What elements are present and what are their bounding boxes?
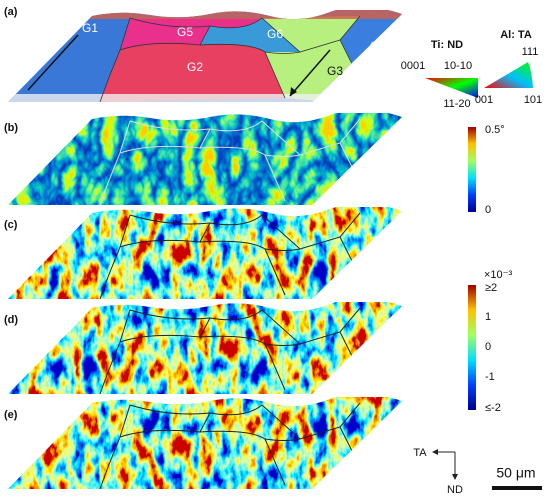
colorbar-tick: 0 [485,341,491,353]
grain-g5 [120,18,262,50]
grain-label: G6 [267,27,283,41]
grain-label: G5 [177,25,193,39]
legend-title: Ti: ND [431,39,463,51]
panel-label: (a) [4,6,18,18]
colorbar-tick: ≥2 [485,282,497,294]
arrow [27,34,79,91]
direction-label: ND [447,484,463,496]
grain-g6 [200,18,300,52]
colorbar-tick: 1 [485,311,491,323]
scale-bar [492,486,542,490]
grain-g2 [100,43,285,102]
direction-label: TA [413,447,427,459]
grain-label: G2 [187,60,203,74]
grain-label: G4 [370,39,386,53]
panel-label: (e) [4,409,18,421]
panel-c [8,207,402,299]
arrow [289,49,331,97]
grain-label: G3 [327,64,343,78]
scale-bar-label: 50 μm [496,465,535,481]
legend-corner: 101 [524,94,542,106]
legend-title: Al: TA [500,29,532,41]
colorbar-tick: 0 [485,204,491,216]
panel-d [8,302,402,394]
colorbar [468,285,476,410]
color-key [484,62,533,88]
panel-a: G1 G5 G2 G6 G3 G4 [8,10,402,102]
colorbar-multiplier: ×10⁻³ [484,269,512,281]
panel-b [8,113,402,205]
arrow-head [290,87,297,96]
panel-e [8,397,402,489]
legend-corner: 11-20 [443,98,470,110]
colorbar-tick: 0.5° [485,124,505,136]
fine-grain-band [8,10,402,19]
color-key [425,78,478,98]
fine-grain-band [8,94,402,102]
legend-corner: 001 [475,94,493,106]
colorbar-tick: ≤-2 [485,402,501,414]
grain-label: G1 [82,21,98,35]
panel-label: (b) [4,122,18,134]
legend-corner: 10-10 [444,60,472,72]
colorbar-tick: -1 [485,371,495,383]
panel-label: (c) [4,219,18,231]
direction-arrow [432,449,458,480]
legend-corner: 111 [522,46,539,58]
panel-label: (d) [4,314,18,326]
colorbar [468,127,476,212]
legend-corner: 0001 [401,60,425,72]
